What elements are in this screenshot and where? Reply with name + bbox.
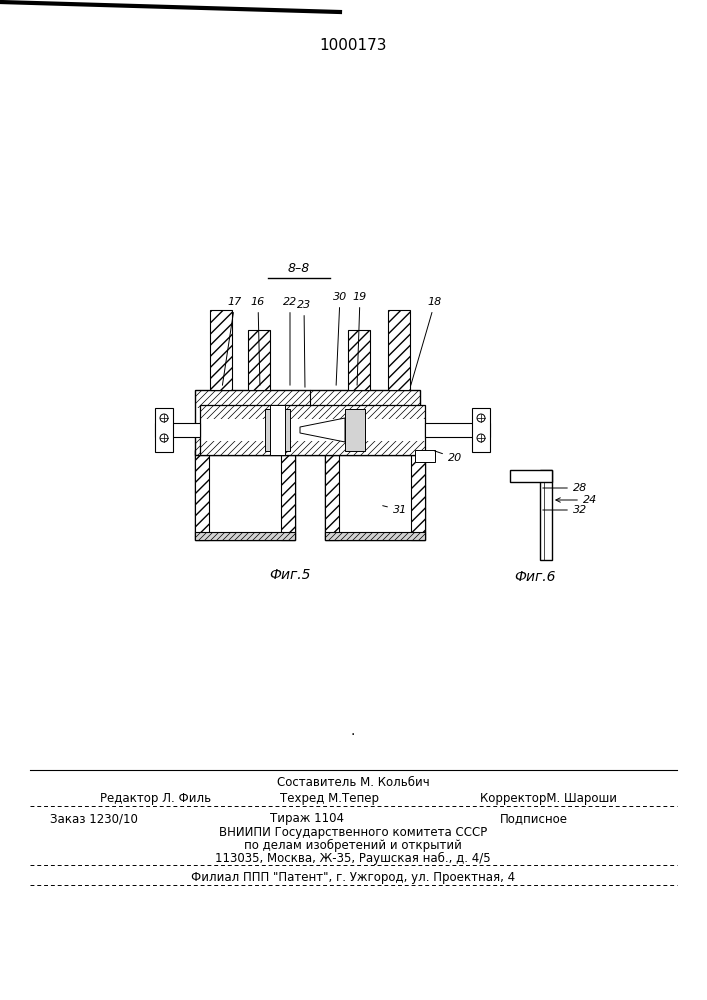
Bar	[510, 470, 552, 482]
Bar	[425, 423, 490, 437]
Text: ·: ·	[351, 728, 355, 742]
Circle shape	[477, 434, 485, 442]
Bar	[155, 408, 173, 452]
Bar	[155, 423, 200, 437]
Bar	[472, 408, 490, 452]
Text: 24: 24	[556, 495, 597, 505]
Bar	[540, 470, 552, 560]
Bar	[200, 405, 425, 419]
Text: 28: 28	[543, 483, 587, 493]
Text: 113035, Москва, Ж-35, Раушская наб., д. 4/5: 113035, Москва, Ж-35, Раушская наб., д. …	[215, 852, 491, 865]
Text: 16: 16	[251, 297, 265, 385]
Bar	[210, 310, 232, 390]
Circle shape	[160, 434, 168, 442]
Bar	[195, 450, 209, 540]
Bar	[325, 450, 339, 540]
Polygon shape	[195, 450, 295, 540]
Bar	[281, 450, 295, 540]
Bar	[200, 405, 425, 455]
Text: КорректорМ. Шароши: КорректорМ. Шароши	[480, 792, 617, 805]
Polygon shape	[300, 418, 345, 442]
Circle shape	[477, 414, 485, 422]
Bar	[411, 450, 425, 540]
Polygon shape	[325, 450, 425, 540]
Text: 17: 17	[223, 297, 242, 385]
Text: Подписное: Подписное	[500, 812, 568, 825]
Text: Техред М.Тепер: Техред М.Тепер	[280, 792, 379, 805]
Text: 18: 18	[411, 297, 442, 385]
Text: Редактор Л. Филь: Редактор Л. Филь	[100, 792, 211, 805]
Text: 22: 22	[283, 297, 297, 385]
Bar	[345, 409, 365, 451]
Text: 32: 32	[543, 505, 587, 515]
Bar	[248, 330, 270, 390]
Text: Заказ 1230/10: Заказ 1230/10	[50, 812, 138, 825]
Text: 23: 23	[297, 300, 311, 387]
Text: 8–8: 8–8	[288, 262, 310, 275]
Text: Фиг.5: Фиг.5	[269, 568, 311, 582]
Bar	[388, 310, 410, 390]
Bar	[415, 450, 435, 462]
Text: по делам изобретений и открытий: по делам изобретений и открытий	[244, 839, 462, 852]
Text: 1000173: 1000173	[320, 38, 387, 53]
Bar	[270, 405, 285, 455]
Text: 20: 20	[435, 451, 462, 463]
Text: 31: 31	[382, 505, 407, 515]
Bar	[265, 409, 290, 451]
Text: 19: 19	[353, 292, 367, 385]
Circle shape	[160, 414, 168, 422]
Bar	[195, 390, 420, 408]
Text: Фиг.6: Фиг.6	[514, 570, 556, 584]
Bar	[348, 330, 370, 390]
Bar	[325, 532, 425, 540]
Bar	[325, 532, 425, 540]
Text: Филиал ППП "Патент", г. Ужгород, ул. Проектная, 4: Филиал ППП "Патент", г. Ужгород, ул. Про…	[191, 871, 515, 884]
Bar	[195, 532, 295, 540]
Bar	[195, 437, 420, 455]
Bar	[195, 532, 295, 540]
Text: ВНИИПИ Государственного комитета СССР: ВНИИПИ Государственного комитета СССР	[219, 826, 487, 839]
Text: Тираж 1104: Тираж 1104	[270, 812, 344, 825]
Text: 30: 30	[333, 292, 347, 385]
Text: Составитель М. Кольбич: Составитель М. Кольбич	[276, 776, 429, 789]
Bar	[200, 441, 425, 455]
Bar	[195, 390, 420, 455]
